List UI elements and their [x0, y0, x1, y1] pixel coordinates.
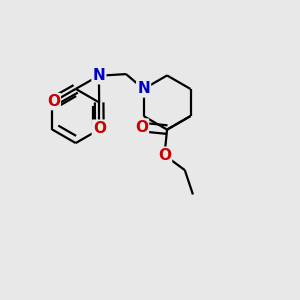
Text: O: O	[135, 119, 148, 134]
Text: O: O	[47, 94, 60, 109]
Text: N: N	[137, 82, 150, 97]
Text: O: O	[158, 148, 171, 163]
Text: O: O	[93, 121, 106, 136]
Text: N: N	[93, 68, 105, 83]
